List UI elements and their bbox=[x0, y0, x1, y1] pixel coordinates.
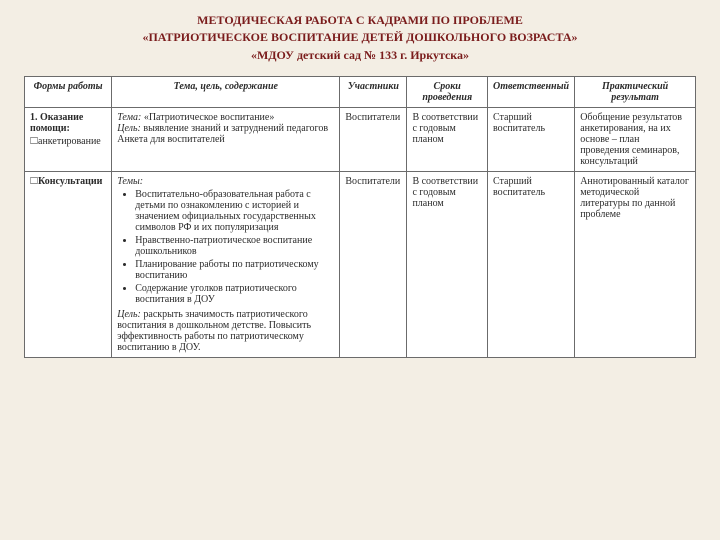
topics-list: Воспитательно-образовательная работа с д… bbox=[117, 189, 334, 305]
cell-dates: В соответствии с годовым планом bbox=[407, 108, 488, 172]
form-item: анкетирование bbox=[38, 136, 101, 147]
cell-participants: Воспитатели bbox=[340, 172, 407, 358]
cell-form: 🞎Консультации bbox=[25, 172, 112, 358]
table-row: 1. Оказание помощи: 🞎анкетирование Тема:… bbox=[25, 108, 696, 172]
topic-item: Воспитательно-образовательная работа с д… bbox=[135, 189, 334, 233]
goal-label: Цель: bbox=[117, 309, 141, 320]
col-header-forms: Формы работы bbox=[25, 77, 112, 108]
extra-text: Анкета для воспитателей bbox=[117, 134, 334, 145]
form-item: Консультации bbox=[38, 176, 102, 187]
cell-form: 1. Оказание помощи: 🞎анкетирование bbox=[25, 108, 112, 172]
cell-responsible: Старший воспитатель bbox=[487, 108, 574, 172]
col-header-responsible: Ответственный bbox=[487, 77, 574, 108]
table-row: 🞎Консультации Темы: Воспитательно-образо… bbox=[25, 172, 696, 358]
cell-theme: Темы: Воспитательно-образовательная рабо… bbox=[112, 172, 340, 358]
title-line-1: МЕТОДИЧЕСКАЯ РАБОТА С КАДРАМИ ПО ПРОБЛЕМ… bbox=[197, 13, 523, 27]
cell-responsible: Старший воспитатель bbox=[487, 172, 574, 358]
cell-theme: Тема: «Патриотическое воспитание» Цель: … bbox=[112, 108, 340, 172]
topic-item: Планирование работы по патриотическому в… bbox=[135, 259, 334, 281]
page: МЕТОДИЧЕСКАЯ РАБОТА С КАДРАМИ ПО ПРОБЛЕМ… bbox=[0, 0, 720, 376]
theme-text: «Патриотическое воспитание» bbox=[141, 112, 274, 123]
goal-text: выявление знаний и затруднений педагогов bbox=[141, 123, 328, 134]
theme-label: Тема: bbox=[117, 112, 141, 123]
col-header-theme: Тема, цель, содержание bbox=[112, 77, 340, 108]
col-header-participants: Участники bbox=[340, 77, 407, 108]
theme-label: Темы: bbox=[117, 176, 143, 187]
form-title: 1. Оказание помощи: bbox=[30, 112, 83, 134]
main-table: Формы работы Тема, цель, содержание Учас… bbox=[24, 76, 696, 358]
col-header-result: Практический результат bbox=[575, 77, 696, 108]
page-title: МЕТОДИЧЕСКАЯ РАБОТА С КАДРАМИ ПО ПРОБЛЕМ… bbox=[24, 12, 696, 64]
title-line-2: «ПАТРИОТИЧЕСКОЕ ВОСПИТАНИЕ ДЕТЕЙ ДОШКОЛЬ… bbox=[142, 30, 577, 44]
goal-label: Цель: bbox=[117, 123, 141, 134]
title-line-3: «МДОУ детский сад № 133 г. Иркутска» bbox=[251, 48, 469, 62]
topic-item: Содержание уголков патриотического воспи… bbox=[135, 283, 334, 305]
cell-dates: В соответствии с годовым планом bbox=[407, 172, 488, 358]
cell-result: Обобщение результатов анкетирования, на … bbox=[575, 108, 696, 172]
col-header-dates: Сроки проведения bbox=[407, 77, 488, 108]
topic-item: Нравственно-патриотическое воспитание до… bbox=[135, 235, 334, 257]
cell-participants: Воспитатели bbox=[340, 108, 407, 172]
table-header-row: Формы работы Тема, цель, содержание Учас… bbox=[25, 77, 696, 108]
goal-text: раскрыть значимость патриотического восп… bbox=[117, 309, 311, 353]
cell-result: Аннотированный каталог методической лите… bbox=[575, 172, 696, 358]
